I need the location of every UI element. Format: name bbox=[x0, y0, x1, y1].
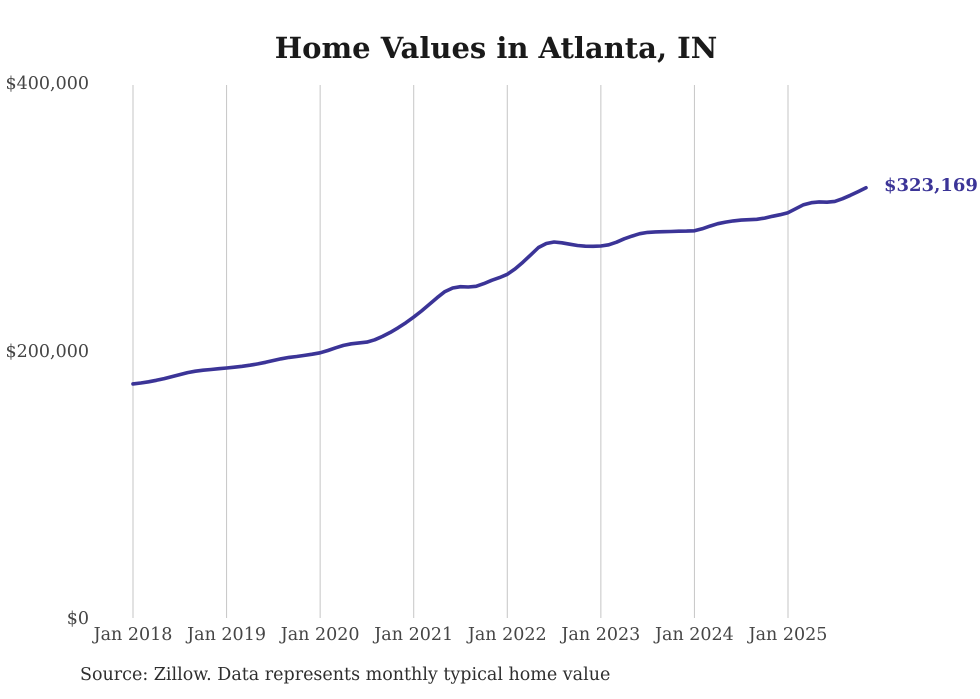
x-axis-label: Jan 2020 bbox=[280, 625, 360, 645]
latest-value-label: $323,169 bbox=[883, 174, 978, 196]
x-axis-label: Jan 2021 bbox=[374, 625, 454, 645]
y-axis-label-200000: $200,000 bbox=[5, 342, 89, 362]
x-axis-label: Jan 2024 bbox=[655, 625, 734, 645]
home-value-line bbox=[131, 186, 868, 386]
x-axis-label: Jan 2018 bbox=[93, 625, 173, 645]
x-axis-label: Jan 2022 bbox=[467, 625, 547, 645]
x-axis-label: Jan 2019 bbox=[187, 625, 266, 645]
y-axis-label-0: $0 bbox=[66, 609, 89, 629]
chart-title: Home Values in Atlanta, IN bbox=[274, 31, 718, 65]
source-note: Source: Zillow. Data represents monthly … bbox=[80, 665, 611, 685]
x-axis-label: Jan 2023 bbox=[561, 625, 641, 645]
x-axis-label: Jan 2025 bbox=[748, 625, 828, 645]
y-axis-label-400000: $400,000 bbox=[5, 74, 89, 94]
